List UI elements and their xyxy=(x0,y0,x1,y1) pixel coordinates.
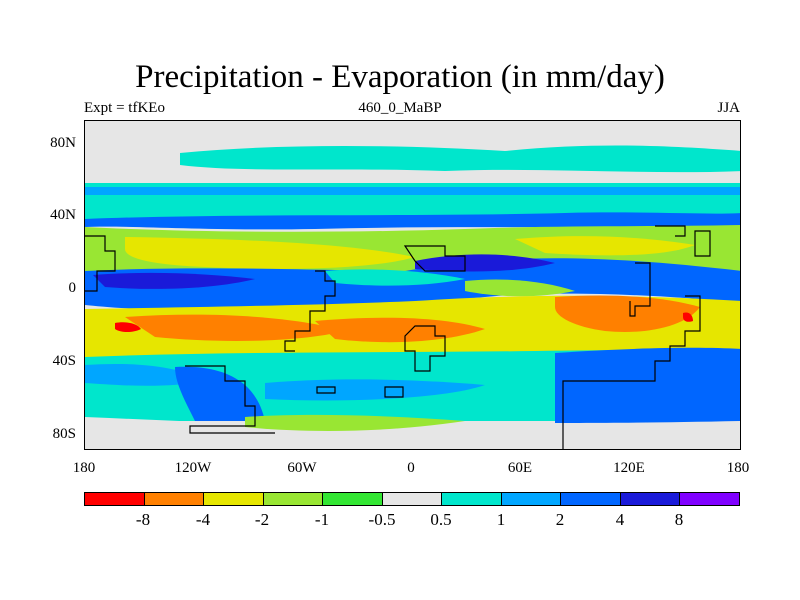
time-period-label: 460_0_MaBP xyxy=(358,100,442,116)
lon-tick-label: 180 xyxy=(72,460,96,476)
coastline xyxy=(629,262,651,317)
contour-region xyxy=(265,379,485,401)
lat-tick-label: 80N xyxy=(50,135,76,151)
contour-map xyxy=(84,120,741,450)
colorbar-label: 1 xyxy=(496,510,506,529)
season-label: JJA xyxy=(717,100,740,116)
coastline xyxy=(404,325,446,372)
contour-region xyxy=(555,295,700,332)
contour-region xyxy=(125,237,415,269)
contour-region xyxy=(465,279,575,297)
contour-region xyxy=(325,269,465,286)
coastline xyxy=(694,230,711,257)
contour-region xyxy=(93,272,255,289)
colorbar-label: -2 xyxy=(254,510,270,529)
colorbar xyxy=(84,492,740,506)
contour-region xyxy=(180,145,740,173)
coastlines xyxy=(85,225,711,449)
lon-tick-label: 120E xyxy=(613,460,645,476)
coastline xyxy=(185,365,275,434)
contour-region xyxy=(245,414,465,431)
colorbar-swatch xyxy=(501,493,562,505)
contour-region xyxy=(515,236,695,256)
contour-region xyxy=(175,366,265,421)
contour-region xyxy=(555,347,740,433)
lon-tick-label: 180 xyxy=(726,460,750,476)
lat-tick-label: 0 xyxy=(68,280,77,296)
colorbar-label: 2 xyxy=(555,510,565,529)
contour-region xyxy=(125,314,345,341)
contour-region xyxy=(683,312,693,322)
map-svg xyxy=(85,121,740,449)
experiment-label: Expt = tfKEo xyxy=(84,100,165,116)
colorbar-swatch xyxy=(263,493,324,505)
lon-tick-label: 60E xyxy=(507,460,533,476)
colorbar-swatch xyxy=(680,493,740,505)
coastline xyxy=(85,235,116,292)
lon-tick-label: 0 xyxy=(407,460,415,476)
coastline xyxy=(384,386,404,398)
contour-region xyxy=(85,212,740,230)
chart-title: Precipitation - Evaporation (in mm/day) xyxy=(135,59,665,95)
colorbar-swatch xyxy=(561,493,621,505)
colorbar-swatch xyxy=(442,493,502,505)
contour-region xyxy=(115,322,141,332)
colorbar-label: 4 xyxy=(615,510,625,529)
colorbar-swatch xyxy=(382,493,443,505)
lat-tick-label: 40N xyxy=(50,207,76,223)
contour-region xyxy=(415,254,555,272)
lon-tick-label: 60W xyxy=(287,460,317,476)
coastline xyxy=(316,386,336,394)
lat-tick-label: 80S xyxy=(52,426,76,442)
colorbar-swatch xyxy=(144,493,205,505)
colorbar-swatch xyxy=(85,493,145,505)
coastline xyxy=(403,245,466,272)
coastline xyxy=(562,295,701,449)
colorbar-label: -4 xyxy=(195,510,211,529)
colorbar-label: -0.5 xyxy=(368,510,396,529)
colorbar-label: 8 xyxy=(674,510,684,529)
colorbar-swatch xyxy=(323,493,383,505)
colorbar-label: 0.5 xyxy=(430,510,452,529)
coastline xyxy=(655,225,686,237)
colorbar-label: -1 xyxy=(314,510,330,529)
coastline xyxy=(284,270,336,352)
lon-tick-label: 120W xyxy=(174,460,212,476)
contour-region xyxy=(85,187,740,195)
colorbar-label: -8 xyxy=(135,510,151,529)
contour-region xyxy=(85,363,205,386)
colorbar-swatch xyxy=(204,493,264,505)
colorbar-swatch xyxy=(620,493,681,505)
lat-tick-label: 40S xyxy=(52,353,76,369)
